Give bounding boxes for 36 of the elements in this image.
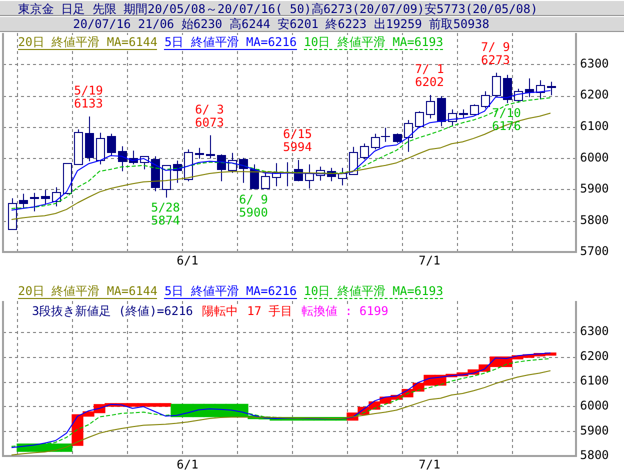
y-tick-label: 6000 bbox=[580, 398, 609, 413]
y-tick-label: 5800 bbox=[580, 448, 609, 462]
chart-subtitle: 20/07/16 21/06 始6230 高6244 安6201 終6223 出19259 前取50938 bbox=[0, 16, 624, 32]
y-tick-label: 6200 bbox=[580, 348, 609, 363]
annotation: 転換値 : 6199 bbox=[302, 304, 388, 318]
text: 20日 終値平滑 MA=6144 bbox=[18, 284, 158, 299]
text: 10日 終値平滑 MA=6193 bbox=[304, 284, 444, 299]
text: 5日 終値平滑 MA=6216 bbox=[164, 35, 297, 50]
y-tick-label: 5900 bbox=[580, 182, 609, 196]
annotation: 7/ 9 6273 bbox=[481, 40, 510, 67]
y-tick-label: 5900 bbox=[580, 423, 609, 438]
annotation: 5/28 5874 bbox=[151, 200, 180, 228]
y-tick-label: 6300 bbox=[580, 56, 609, 70]
text: 5日 終値平滑 MA=6216 bbox=[164, 284, 297, 299]
annotation: 6/15 5994 bbox=[283, 127, 312, 154]
annotation: 6/ 3 6073 bbox=[195, 102, 224, 130]
annotation: 17 手目 bbox=[247, 304, 293, 318]
y-tick-label: 6300 bbox=[580, 324, 609, 338]
x-tick-label: 7/1 bbox=[418, 253, 440, 268]
chart-title: 東京金 日足 先限 期間20/05/08～20/07/16( 50)高6273(20/07/09)安5773(20/05/08) bbox=[0, 0, 624, 16]
x-tick-label: 6/1 bbox=[176, 457, 198, 472]
x-tick-label: 6/1 bbox=[176, 253, 198, 268]
annotation: 7/ 1 6202 bbox=[415, 62, 444, 90]
y-tick-label: 6200 bbox=[580, 88, 609, 102]
y-tick-label: 6100 bbox=[580, 118, 609, 133]
y-tick-label: 5700 bbox=[580, 244, 609, 258]
annotation: 6/ 9 5900 bbox=[239, 192, 268, 220]
annotation: 陽転中 bbox=[202, 304, 238, 318]
x-tick-label: 7/1 bbox=[418, 457, 440, 472]
y-tick-label: 6100 bbox=[580, 374, 609, 388]
annotation: 5/19 6133 bbox=[74, 84, 103, 111]
y-tick-label: 5800 bbox=[580, 212, 609, 227]
text: 20日 終値平滑 MA=6144 bbox=[18, 35, 158, 50]
annotation: 3段抜き新値足 (終値)=6216 bbox=[32, 304, 194, 318]
y-tick-label: 6000 bbox=[580, 150, 609, 164]
text: 10日 終値平滑 MA=6193 bbox=[304, 35, 444, 50]
